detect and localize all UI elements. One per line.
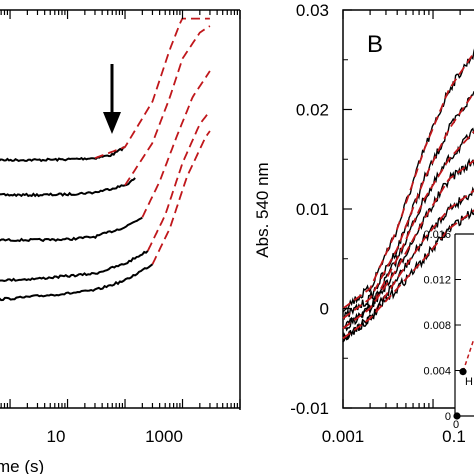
panel-b-y-tick-label: 0 xyxy=(320,300,329,319)
panel-b-data-trace xyxy=(342,207,474,342)
panel-a-data-trace xyxy=(0,250,149,283)
panel-b-y-axis-title: Abs. 540 nm xyxy=(253,162,272,257)
panel-b-traces xyxy=(342,48,474,343)
panel-b-y-tick-label: -0.01 xyxy=(290,399,329,418)
panel-b-fit-curve xyxy=(342,51,474,310)
panel-b-data-trace xyxy=(342,48,474,313)
panel-a-arrow xyxy=(103,64,121,134)
panel-a-frame xyxy=(0,9,241,410)
inset-y-tick-label: 0.008 xyxy=(423,320,451,332)
panel-a-fit-curve xyxy=(94,17,210,159)
inset-y-tick-label: 0.016 xyxy=(423,229,451,241)
panel-a-data-trace xyxy=(0,263,154,302)
panel-a-fit-curve xyxy=(124,25,211,186)
panel-a-x-axis-title: me (s) xyxy=(0,457,44,474)
panel-b-y-tick-label: 0.01 xyxy=(296,200,329,219)
panel-b-fit-curve xyxy=(342,209,474,340)
inset-x-tick-label: 0 xyxy=(453,419,459,431)
panel-a-traces xyxy=(0,17,211,302)
panel-a-data-trace xyxy=(0,146,126,163)
inset-y-tick-label: 0.004 xyxy=(423,366,451,378)
panel-a-x-tick-label: 10 xyxy=(47,427,66,446)
panel-b-x-tick-label: 0.1 xyxy=(442,427,466,446)
panel-b-y-tick-label: 0.02 xyxy=(296,101,329,120)
inset-y-tick-label: 0.012 xyxy=(423,275,451,287)
panel-b-fit-curve xyxy=(342,90,474,320)
panel-b-data-trace xyxy=(342,90,474,321)
inset-y-tick-labels: 0 0.004 0.008 0.012 0.016 xyxy=(423,229,451,423)
panel-b-fit-curve xyxy=(342,159,474,330)
panel-a-fit-curve xyxy=(151,130,211,265)
panel-a-data-trace xyxy=(0,216,143,243)
panel-b-label: B xyxy=(367,31,383,58)
inset-point xyxy=(459,368,467,376)
panel-b-y-tick-label: 0.03 xyxy=(296,1,329,20)
panel-a-data-trace xyxy=(0,177,136,198)
panel-b-inset: 0 0.004 0.008 0.012 0.016 0 H xyxy=(423,229,474,431)
panel-b-y-tick-labels: -0.01 0 0.01 0.02 0.03 xyxy=(290,1,329,418)
panel-b-frame xyxy=(342,9,474,409)
panel-a: 10 1000 me (s) xyxy=(0,9,241,474)
inset-fit-curve xyxy=(462,338,474,372)
panel-a-fit-curve xyxy=(141,70,211,218)
panel-a-x-tick-label: 1000 xyxy=(145,427,183,446)
panel-a-ticks xyxy=(0,10,241,408)
panel-b-x-tick-label: 0.001 xyxy=(322,427,365,446)
inset-points xyxy=(453,338,474,420)
panel-b: B -0.01 0 0.01 0.02 0.03 0.001 0.1 Abs. 540 … xyxy=(253,1,474,446)
inset-point xyxy=(453,412,461,420)
inset-x-axis-title: H xyxy=(465,376,473,388)
inset-y-tick-label: 0 xyxy=(445,411,451,423)
panel-b-ticks xyxy=(342,9,461,409)
